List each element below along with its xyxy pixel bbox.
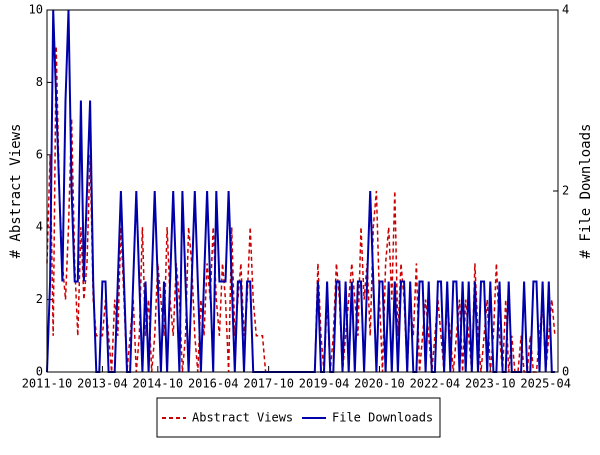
series-line bbox=[46, 9, 555, 373]
y2-tick-label: 0 bbox=[562, 365, 569, 379]
x-tick-label: 2013-04 bbox=[77, 377, 128, 391]
x-tick-label: 2025-04 bbox=[520, 377, 571, 391]
legend-label: File Downloads bbox=[332, 411, 433, 425]
x-tick-label: 2016-04 bbox=[188, 377, 239, 391]
x-tick-label: 2011-10 bbox=[22, 377, 73, 391]
x-tick-label: 2017-10 bbox=[243, 377, 294, 391]
y-tick-label: 2 bbox=[36, 292, 43, 306]
y-tick-label: 6 bbox=[36, 147, 43, 161]
legend-box bbox=[156, 397, 441, 438]
x-tick-label: 2020-10 bbox=[354, 377, 405, 391]
y-tick-label: 4 bbox=[36, 220, 43, 234]
y2-tick-label: 4 bbox=[562, 3, 569, 17]
y-tick-label: 0 bbox=[36, 365, 43, 379]
x-tick-label: 2023-10 bbox=[465, 377, 516, 391]
y2-axis-label: # File Downloads bbox=[578, 124, 594, 259]
x-tick-label: 2022-04 bbox=[410, 377, 461, 391]
x-tick-label: 2014-10 bbox=[133, 377, 184, 391]
plot-frame bbox=[46, 9, 559, 373]
x-tick-label: 2019-04 bbox=[299, 377, 350, 391]
y2-tick-label: 2 bbox=[562, 184, 569, 198]
y-axis-label: # Abstract Views bbox=[8, 124, 24, 259]
y-tick-label: 10 bbox=[29, 3, 43, 17]
legend-label: Abstract Views bbox=[192, 411, 293, 425]
y-tick-label: 8 bbox=[36, 75, 43, 89]
